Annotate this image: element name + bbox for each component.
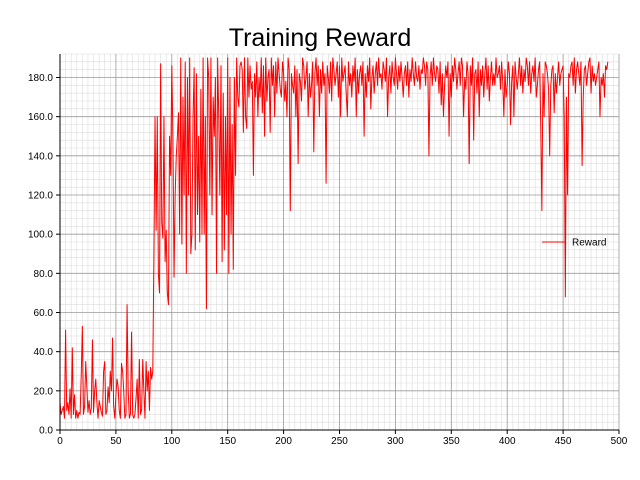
y-tick-label: 120.0 xyxy=(28,191,53,202)
y-tick-label: 0.0 xyxy=(39,426,53,437)
y-tick-label: 60.0 xyxy=(34,308,54,319)
x-tick-label: 300 xyxy=(387,436,404,447)
x-tick-label: 50 xyxy=(110,436,122,447)
legend-label-reward: Reward xyxy=(572,238,606,249)
x-tick-label: 400 xyxy=(499,436,516,447)
y-tick-label: 180.0 xyxy=(28,73,53,84)
x-tick-label: 0 xyxy=(57,436,63,447)
y-tick-label: 160.0 xyxy=(28,112,53,123)
y-tick-label: 80.0 xyxy=(34,269,54,280)
y-tick-label: 140.0 xyxy=(28,151,53,162)
chart-title: Training Reward xyxy=(229,24,411,52)
axes-layer xyxy=(56,54,620,434)
x-axis-ticks: 0 50 100 150 200 250 300 350 400 450 500 xyxy=(57,436,628,447)
x-tick-label: 450 xyxy=(555,436,572,447)
x-tick-label: 250 xyxy=(331,436,348,447)
y-tick-label: 20.0 xyxy=(34,386,54,397)
x-tick-label: 200 xyxy=(275,436,292,447)
x-tick-label: 500 xyxy=(611,436,628,447)
series-layer xyxy=(59,57,609,419)
x-tick-label: 100 xyxy=(163,436,180,447)
y-tick-label: 100.0 xyxy=(28,230,53,241)
x-tick-label: 350 xyxy=(443,436,460,447)
y-axis-ticks: 0.0 20.0 40.0 60.0 80.0 100.0 120.0 140.0 160.0 1… xyxy=(28,73,53,437)
x-tick-label: 150 xyxy=(219,436,236,447)
y-tick-label: 40.0 xyxy=(34,347,54,358)
legend: Reward xyxy=(542,238,606,249)
series-line-reward xyxy=(59,57,609,419)
